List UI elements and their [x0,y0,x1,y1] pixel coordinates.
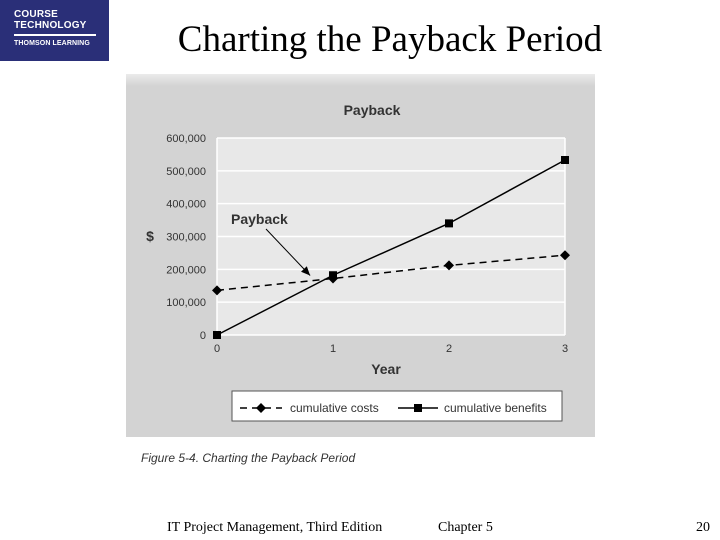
series-1-point-1 [329,271,337,280]
y-axis-label: $ [146,228,154,244]
legend: cumulative costs cumulative benefits [231,390,563,422]
legend-benefits-marker [414,404,422,412]
footer-chapter: Chapter 5 [438,520,493,535]
x-tick-label-3: 3 [562,343,568,355]
series-1-point-3 [561,155,569,164]
y-tick-label-1: 100,000 [166,297,206,309]
series-0-point-3 [560,250,570,261]
annotation-label-0: Payback [231,211,288,227]
y-tick-label-5: 500,000 [166,166,206,178]
logo-line-technology: TECHNOLOGY [14,20,87,31]
y-tick-label-6: 600,000 [166,133,206,145]
figure-panel: Payback 0 100,000 200,000 300,000 400,000 500… [126,74,595,437]
annotation-arrowhead-0 [301,266,311,276]
x-tick-labels: 0 1 2 3 [214,343,568,355]
y-tick-label-3: 300,000 [166,232,206,244]
logo-divider [14,34,96,36]
legend-costs-marker [256,403,266,413]
y-tick-label-0: 0 [200,330,206,342]
series-line-0 [216,254,566,292]
y-tick-labels: 0 100,000 200,000 300,000 400,000 500,000 600,… [166,133,206,342]
x-tick-label-0: 0 [214,343,220,355]
series-1-point-2 [445,219,453,228]
slide-title: Charting the Payback Period [177,19,603,60]
series-layer [212,155,570,339]
figure-caption: Figure 5-4. Charting the Payback Period [141,451,356,465]
x-tick-label-1: 1 [330,343,336,355]
annotation-arrow-line-0 [265,228,311,276]
legend-costs-label: cumulative costs [290,401,379,415]
x-tick-label-2: 2 [446,343,452,355]
y-tick-label-4: 400,000 [166,199,206,211]
footer-book-title: IT Project Management, Third Edition [167,520,383,535]
gridlines [216,137,566,336]
logo-line-course: COURSE [14,9,58,20]
series-line-1 [216,159,566,336]
course-technology-logo: COURSE TECHNOLOGY THOMSON LEARNING [0,0,109,61]
legend-box [231,390,563,422]
series-1-point-0 [213,331,221,339]
legend-benefits-label: cumulative benefits [444,401,547,415]
y-tick-label-2: 200,000 [166,264,206,276]
chart-title: Payback [344,102,401,118]
series-0-point-0 [212,285,222,296]
x-axis-label: Year [371,361,401,377]
payback-chart: Payback 0 100,000 200,000 300,000 400,000 500… [146,102,570,422]
logo-line-thomson: THOMSON LEARNING [14,40,90,47]
footer-page-number: 20 [696,520,710,535]
annotation-layer: Payback [231,211,311,276]
series-0-point-2 [444,260,454,271]
